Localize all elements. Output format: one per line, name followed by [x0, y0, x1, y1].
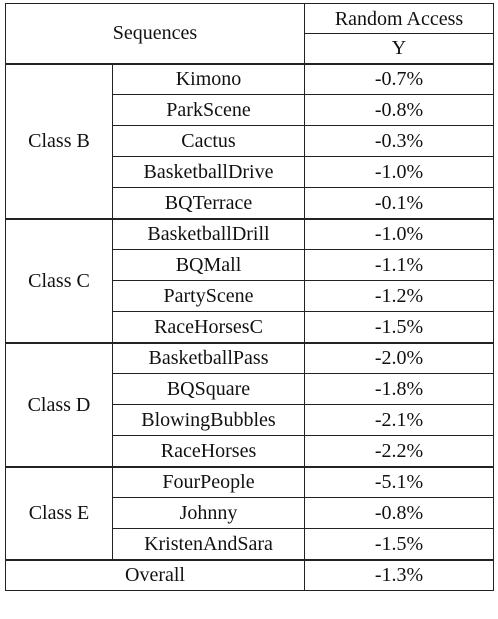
- sequence-name: RaceHorsesC: [112, 311, 305, 343]
- bd-rate-value: -1.2%: [304, 280, 494, 312]
- table-row: PartyScene -1.2%: [6, 280, 494, 312]
- bd-rate-value: -1.5%: [304, 311, 494, 343]
- table-row: BQSquare -1.8%: [6, 373, 494, 405]
- bd-rate-value: -0.3%: [304, 125, 494, 157]
- table-row: BQMall -1.1%: [6, 249, 494, 281]
- bd-rate-value: -0.1%: [304, 187, 494, 219]
- sequences-header: Sequences: [5, 3, 305, 64]
- table-row: RaceHorsesC -1.5%: [6, 311, 494, 343]
- sequence-name: RaceHorses: [112, 435, 305, 467]
- table-row: Class D BasketballPass -2.0%: [5, 341, 494, 467]
- sequence-name: KristenAndSara: [112, 528, 305, 560]
- bd-rate-value: -5.1%: [304, 465, 494, 498]
- sequence-name: Cactus: [112, 125, 305, 157]
- sequence-name: BasketballDrive: [112, 156, 305, 188]
- sequence-name: BQMall: [112, 249, 305, 281]
- bd-rate-value: -1.8%: [304, 373, 494, 405]
- table-row: Class B Kimono -0.7%: [5, 62, 494, 219]
- bd-rate-value: -1.0%: [304, 156, 494, 188]
- table-row: Class C BasketballDrill -1.0%: [5, 217, 494, 343]
- class-label: Class D: [5, 341, 113, 467]
- table-row: Cactus -0.3%: [6, 125, 494, 157]
- class-label: Class C: [5, 217, 113, 343]
- results-table: Sequences Random Access Y Class B Kimono -…: [5, 3, 494, 591]
- table-row: RaceHorses -2.2%: [6, 435, 494, 467]
- sequence-name: BasketballDrill: [112, 217, 305, 250]
- class-label: Class E: [5, 465, 113, 560]
- results-table-container: Sequences Random Access Y Class B Kimono -…: [5, 3, 494, 591]
- class-label: Class B: [5, 62, 113, 219]
- overall-row: Overall -1.3%: [5, 558, 494, 591]
- bd-rate-value: -2.2%: [304, 435, 494, 467]
- bd-rate-value: -2.0%: [304, 341, 494, 374]
- table-row: Class E FourPeople -5.1%: [5, 465, 494, 560]
- sequence-name: BlowingBubbles: [112, 404, 305, 436]
- sequence-name: Johnny: [112, 497, 305, 529]
- random-access-header: Random Access: [304, 3, 494, 34]
- table-row: BlowingBubbles -2.1%: [6, 404, 494, 436]
- sequence-name: FourPeople: [112, 465, 305, 498]
- table-row: BQTerrace -0.1%: [6, 187, 494, 219]
- bd-rate-value: -1.0%: [304, 217, 494, 250]
- bd-rate-value: -1.5%: [304, 528, 494, 560]
- table-row: ParkScene -0.8%: [6, 94, 494, 126]
- sequence-name: BQSquare: [112, 373, 305, 405]
- channel-y-header: Y: [304, 33, 494, 64]
- table-row: BasketballDrive -1.0%: [6, 156, 494, 188]
- overall-value: -1.3%: [304, 558, 494, 591]
- sequence-name: BasketballPass: [112, 341, 305, 374]
- sequence-name: BQTerrace: [112, 187, 305, 219]
- overall-label: Overall: [5, 558, 305, 591]
- bd-rate-value: -0.7%: [304, 62, 494, 95]
- table-row: KristenAndSara -1.5%: [6, 528, 494, 560]
- bd-rate-value: -0.8%: [304, 497, 494, 529]
- results-body: Class B Kimono -0.7% ParkScene -0.8% Cactus -0…: [5, 62, 494, 591]
- sequence-name: Kimono: [112, 62, 305, 95]
- bd-rate-value: -1.1%: [304, 249, 494, 281]
- sequence-name: PartyScene: [112, 280, 305, 312]
- bd-rate-value: -0.8%: [304, 94, 494, 126]
- sequence-name: ParkScene: [112, 94, 305, 126]
- table-row: Johnny -0.8%: [6, 497, 494, 529]
- bd-rate-value: -2.1%: [304, 404, 494, 436]
